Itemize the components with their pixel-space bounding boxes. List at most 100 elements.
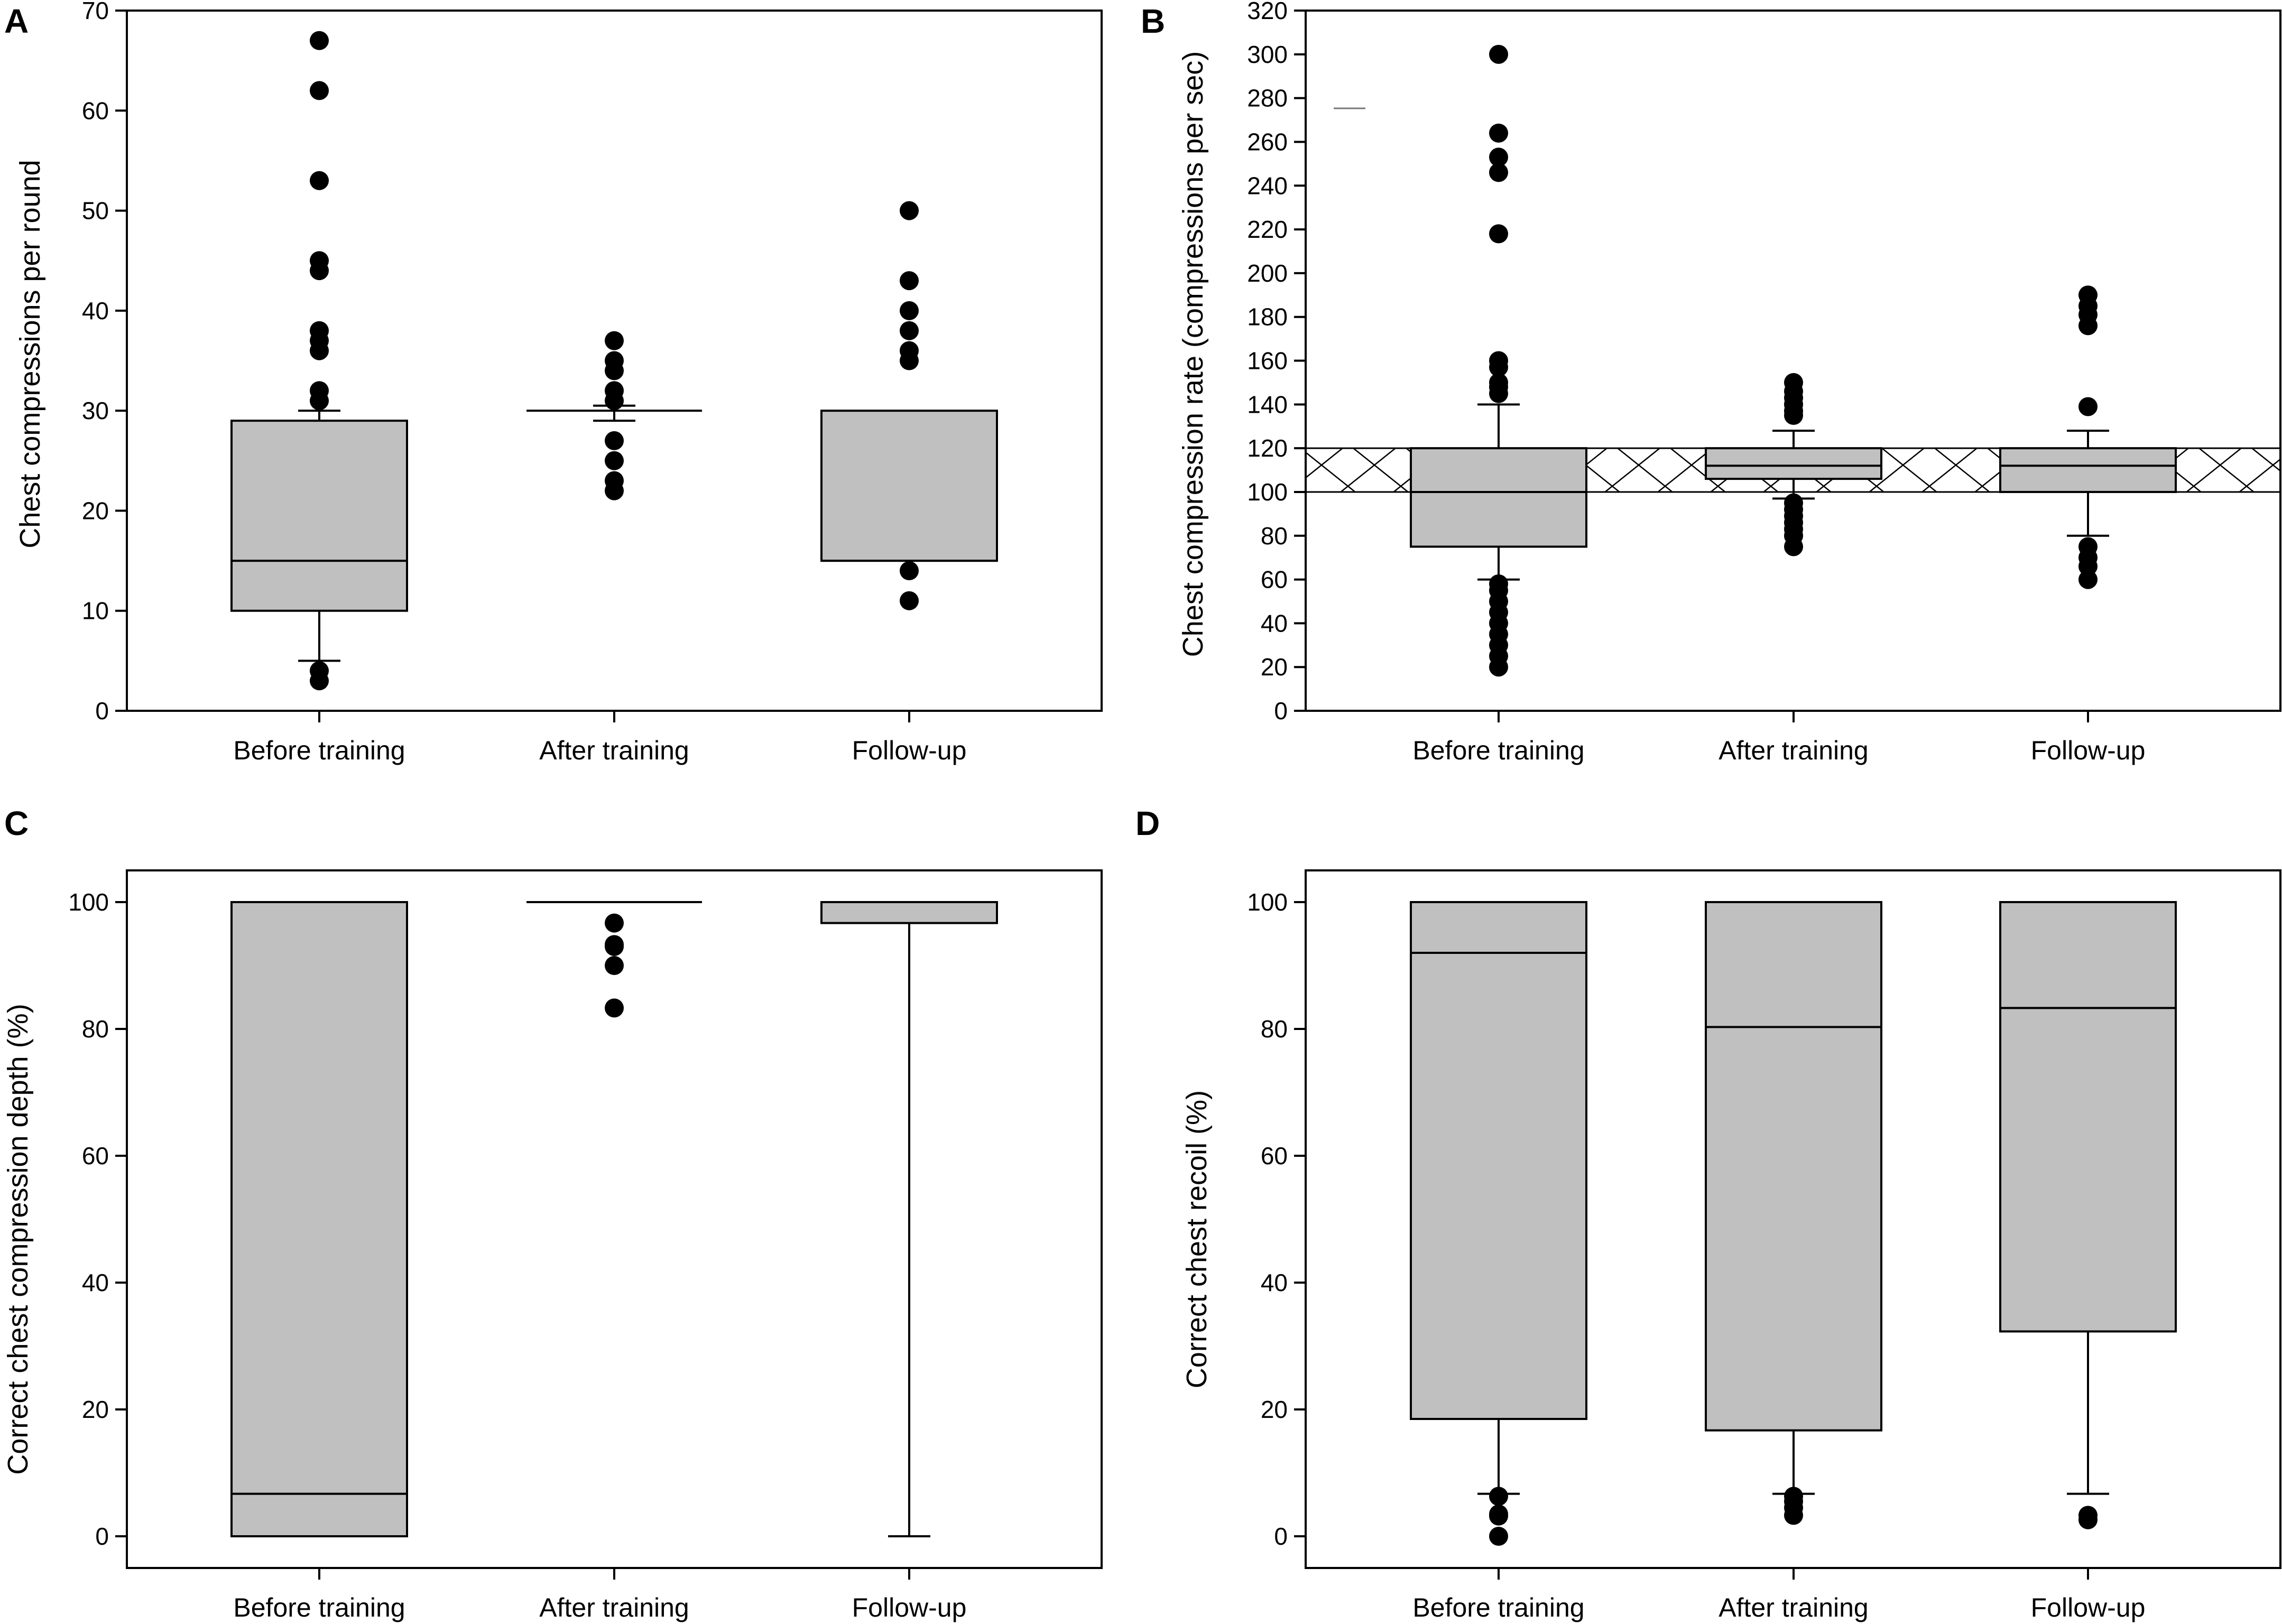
panel-c-category-label: After training <box>539 1593 689 1622</box>
panel-a-follow-up-outlier-point <box>900 271 919 291</box>
panel-b-y-tick-label: 200 <box>1247 259 1288 287</box>
panel-a-category-label: After training <box>539 736 689 765</box>
panel-a-after-training-outlier-point <box>605 331 624 350</box>
panel-d-before-training-outlier-point <box>1489 1506 1508 1526</box>
panel-b-y-tick-label: 320 <box>1247 0 1288 24</box>
panel-d-y-tick-label: 20 <box>1261 1396 1288 1423</box>
panel-b-y-tick-label: 160 <box>1247 347 1288 375</box>
panel-d-follow-up-outlier-point <box>2078 1510 2098 1529</box>
panel-b-follow-up-outlier-point <box>2078 397 2098 416</box>
panel-a-y-tick-label: 60 <box>82 97 109 124</box>
panel-b-before-training-outlier-point <box>1489 357 1508 377</box>
panel-b-y-tick-label: 280 <box>1247 85 1288 112</box>
panel-d-category-label: Before training <box>1412 1593 1584 1622</box>
panel-b-before-training-outlier-point <box>1489 147 1508 167</box>
panel-b-y-tick-label: 100 <box>1247 478 1288 506</box>
panel-a-before-training-outlier-point <box>310 341 329 360</box>
panel-c-letter: C <box>4 804 29 842</box>
panel-b-plot-frame <box>1305 10 2281 712</box>
panel-b-before-training-outlier-point <box>1489 163 1508 182</box>
panel-d-before-training-box <box>1410 901 1587 1420</box>
panel-b-y-tick-label: 260 <box>1247 128 1288 155</box>
panel-a-category-label: Before training <box>233 736 405 765</box>
panel-d-y-tick-label: 80 <box>1261 1015 1288 1043</box>
panel-a-before-training-box <box>230 420 408 612</box>
panel-a-before-training-outlier-point <box>310 81 329 100</box>
panel-a-after-training-outlier-point <box>605 431 624 450</box>
panel-b-before-training-box <box>1410 447 1587 548</box>
panel-c-category-label: Before training <box>233 1593 405 1622</box>
panel-c-before-training-box <box>230 901 408 1537</box>
panel-a-follow-up-outlier-point <box>900 591 919 610</box>
panel-c-y-tick-label: 20 <box>82 1396 109 1423</box>
panel-b-letter: B <box>1141 2 1165 40</box>
panel-a-y-tick-label: 70 <box>82 0 109 24</box>
panel-b-follow-up-outlier-point <box>2078 316 2098 336</box>
panel-a-follow-up-outlier-point <box>900 301 919 320</box>
panel-a-y-tick-label: 30 <box>82 397 109 424</box>
panel-d-y-tick-label: 60 <box>1261 1142 1288 1170</box>
panel-d-y-tick-label: 0 <box>1274 1523 1288 1550</box>
panel-b-y-tick-label: 40 <box>1261 609 1288 637</box>
panel-a-after-training-outlier-point <box>605 451 624 470</box>
panel-d: D Correct chest recoil (%) 0 20 40 60 80 100 B… <box>1135 804 2281 1622</box>
panel-b-follow-up-outlier-point <box>2078 556 2098 576</box>
panel-b-y-tick-label: 140 <box>1247 391 1288 418</box>
panel-b-after-training-outlier-point <box>1784 537 1803 556</box>
panel-c-after-training-outlier-point <box>605 998 624 1018</box>
panel-a-y-tick-label: 40 <box>82 297 109 324</box>
panel-c-y-tick-label: 80 <box>82 1015 109 1043</box>
panel-b-follow-up-outlier-point <box>2078 570 2098 589</box>
panel-b-before-training-outlier-point <box>1489 44 1508 64</box>
panel-b-y-tick-label: 240 <box>1247 172 1288 199</box>
panel-d-y-axis-title: Correct chest recoil (%) <box>1181 1090 1213 1388</box>
panel-a-before-training-outlier-point <box>310 261 329 281</box>
panel-d-category-label: Follow-up <box>2031 1593 2146 1622</box>
panel-b-y-tick-label: 0 <box>1274 697 1288 725</box>
panel-c-after-training-outlier-point <box>605 956 624 975</box>
panel-b-follow-up-box <box>1999 447 2177 493</box>
panel-a-after-training-outlier-point <box>605 481 624 500</box>
panel-a-after-training-outlier-point <box>605 361 624 381</box>
panel-b-y-tick-label: 120 <box>1247 434 1288 462</box>
panel-a-category-label: Follow-up <box>852 736 967 765</box>
panel-b-category-label: Follow-up <box>2031 736 2146 765</box>
panel-b-y-axis-title: Chest compression rate (compressions per… <box>1177 51 1209 657</box>
panel-b-before-training-outlier-point <box>1489 657 1508 677</box>
panel-c-after-training-outlier-point <box>605 937 624 956</box>
panel-c-y-axis-title: Correct chest compression depth (%) <box>2 1004 34 1474</box>
panel-a-before-training-outlier-point <box>310 671 329 691</box>
panel-a-before-training-outlier-point <box>310 391 329 411</box>
panel-d-y-tick-label: 100 <box>1247 888 1288 916</box>
panel-d-follow-up-box <box>1999 901 2177 1333</box>
panel-a-y-tick-label: 10 <box>82 597 109 625</box>
panel-b-y-tick-label: 60 <box>1261 566 1288 593</box>
panel-d-before-training-outlier-point <box>1489 1527 1508 1546</box>
panel-a-y-axis-title: Chest compressions per round <box>14 160 46 548</box>
panel-a-y-tick-label: 0 <box>95 697 109 725</box>
panel-c-y-tick-label: 100 <box>68 888 109 916</box>
panel-a-before-training-outlier-point <box>310 171 329 190</box>
panel-d-after-training-outlier-point <box>1784 1506 1803 1525</box>
panel-a-follow-up-outlier-point <box>900 201 919 220</box>
panel-c-follow-up-box <box>820 901 998 924</box>
panel-b-y-tick-label: 180 <box>1247 303 1288 331</box>
panel-a: A Chest compressions per round 0 10 20 30 40… <box>4 0 1103 765</box>
panel-d-after-training-box <box>1705 901 1882 1432</box>
panel-a-follow-up-box <box>820 410 998 562</box>
panel-a-before-training-outlier-point <box>310 31 329 50</box>
panel-b-before-training-outlier-point <box>1489 123 1508 143</box>
panel-b-y-tick-label: 220 <box>1247 216 1288 243</box>
panel-d-category-label: After training <box>1719 1593 1868 1622</box>
panel-d-before-training-outlier-point <box>1489 1487 1508 1506</box>
panel-b-y-tick-label: 300 <box>1247 41 1288 68</box>
panel-a-follow-up-outlier-point <box>900 321 919 340</box>
panel-b-y-tick-label: 80 <box>1261 522 1288 550</box>
panel-a-after-training-outlier-point <box>605 391 624 411</box>
panel-c-category-label: Follow-up <box>852 1593 967 1622</box>
panel-a-y-tick-label: 50 <box>82 197 109 225</box>
panel-c-y-tick-label: 0 <box>95 1523 109 1550</box>
panel-a-follow-up-outlier-point <box>900 561 919 580</box>
panel-c-y-tick-label: 60 <box>82 1142 109 1170</box>
